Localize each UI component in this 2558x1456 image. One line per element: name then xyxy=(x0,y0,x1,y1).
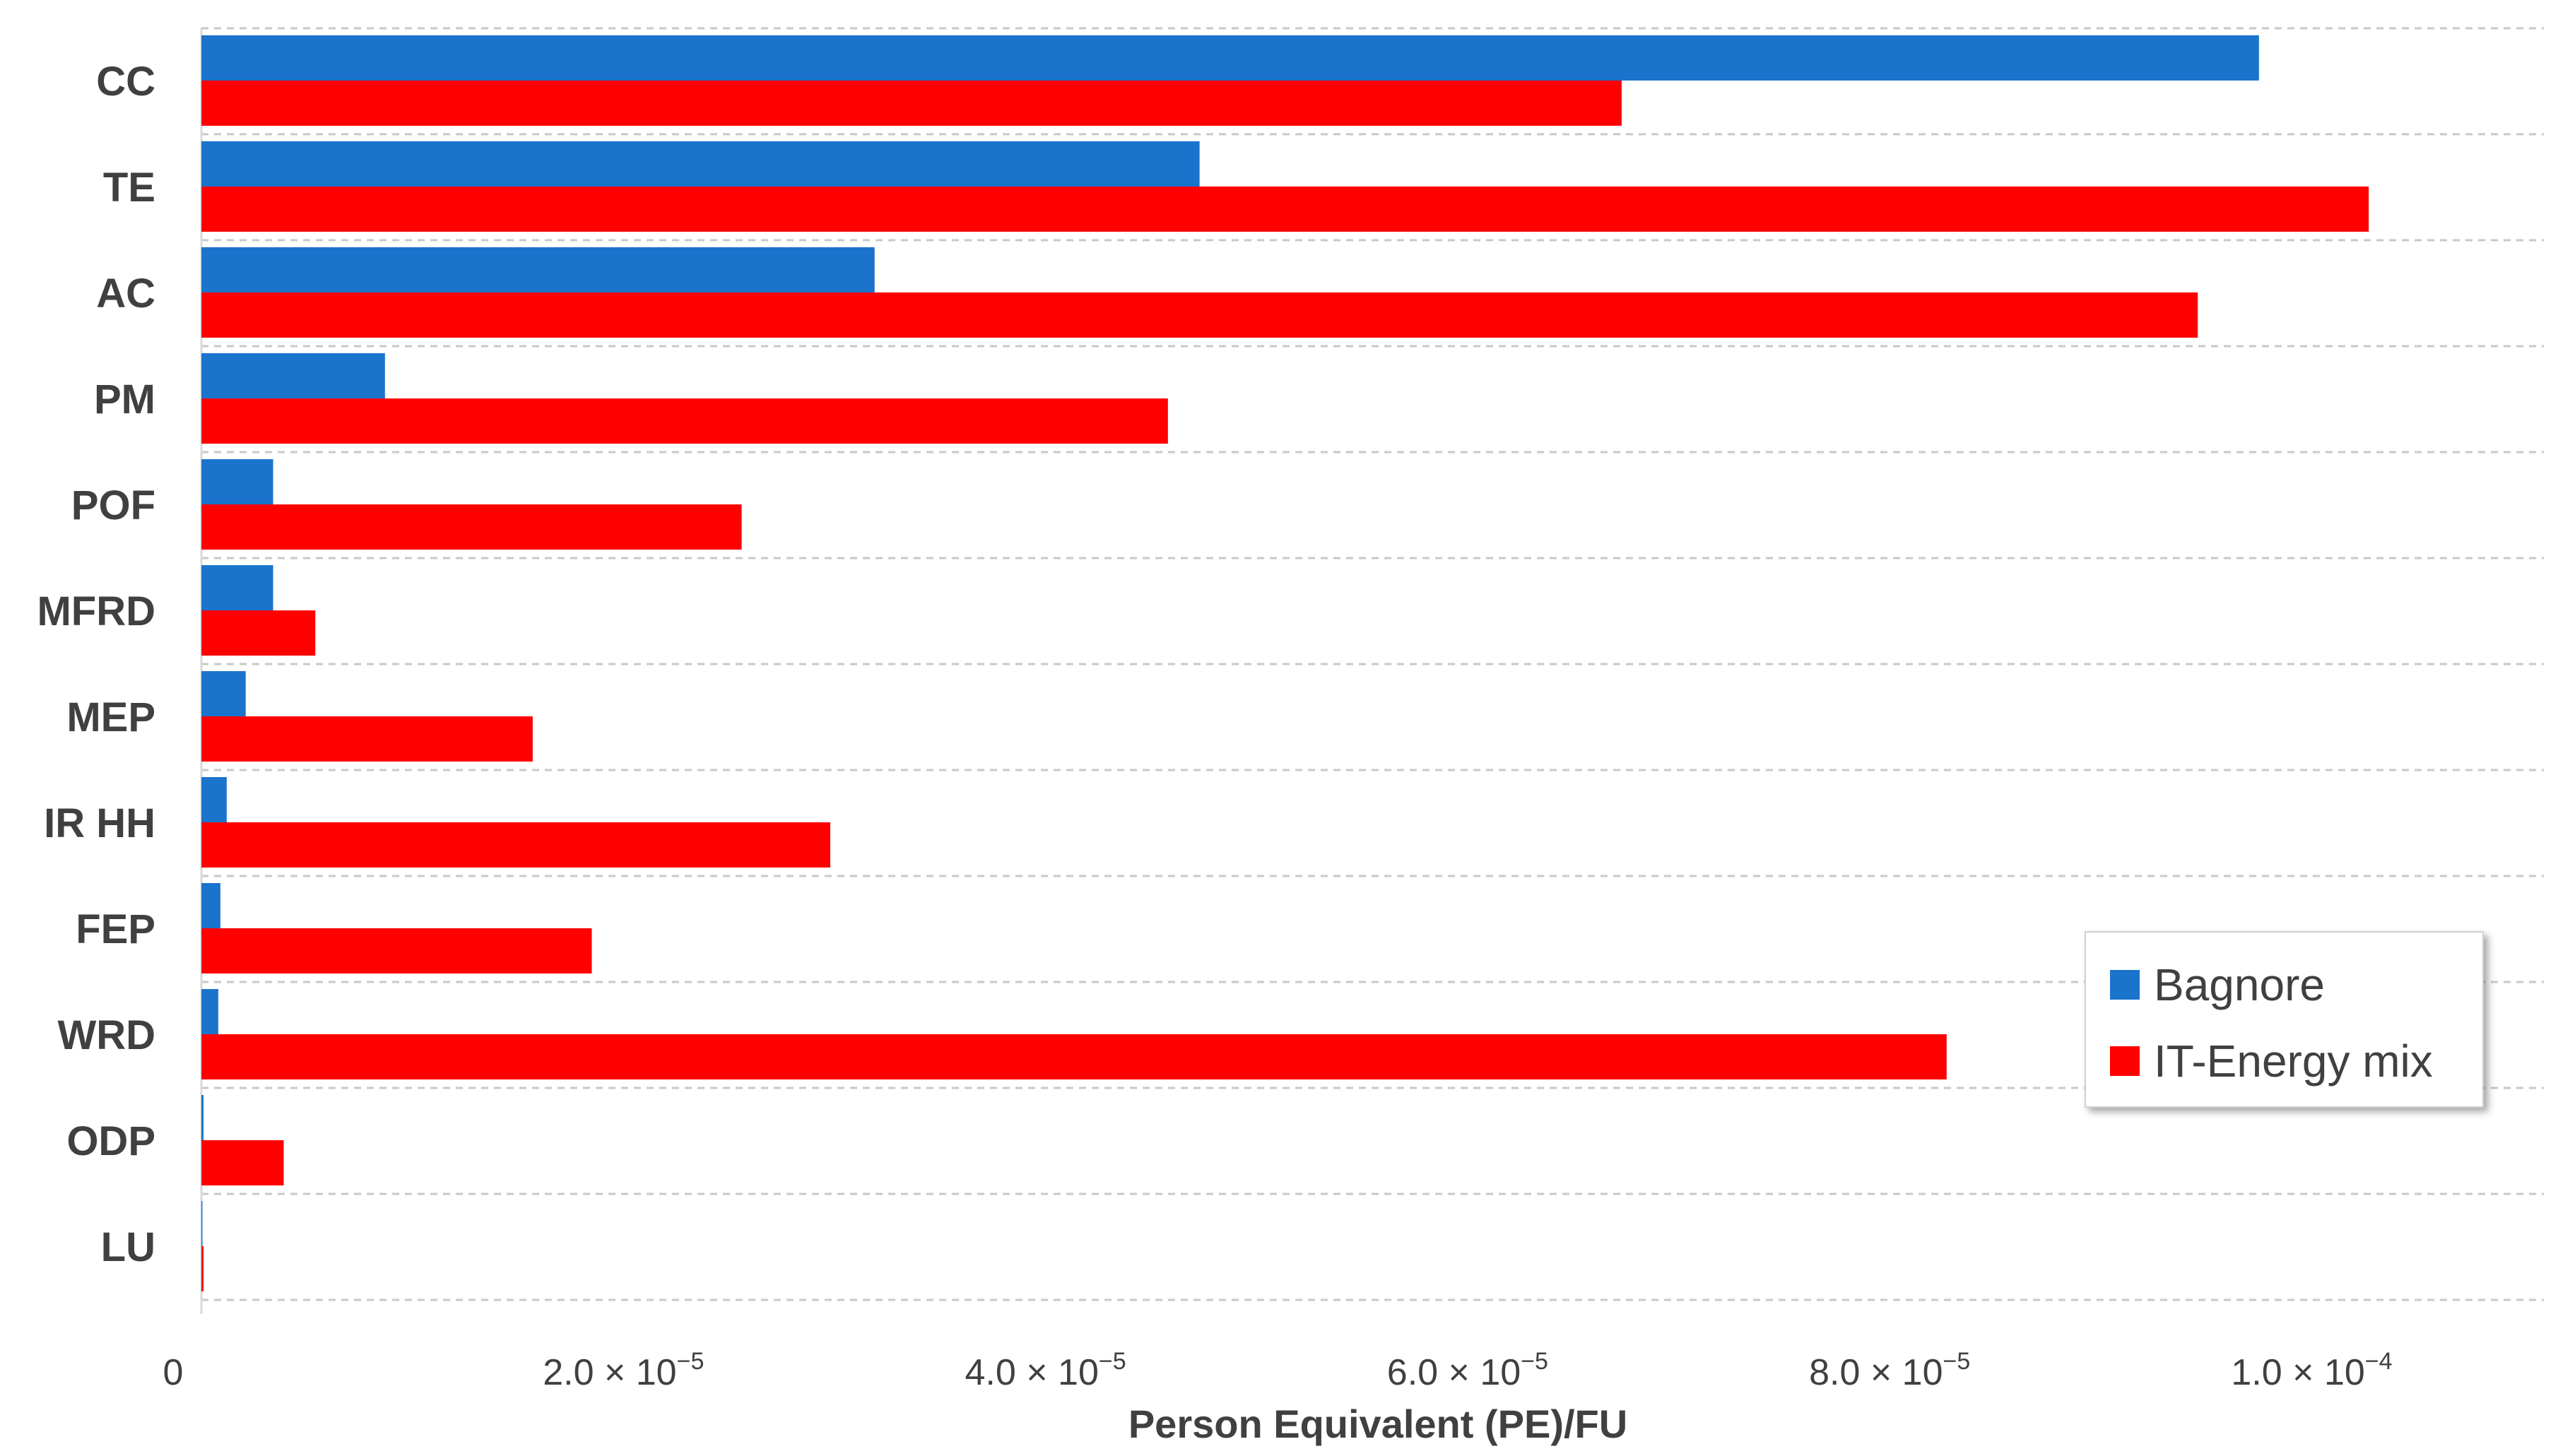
bar-bagnore-pm xyxy=(201,353,385,398)
x-axis-title: Person Equivalent (PE)/FU xyxy=(1128,1402,1627,1446)
bar-it-energy-mix-lu xyxy=(201,1246,204,1291)
bar-it-energy-mix-fep xyxy=(201,928,592,973)
category-label-odp: ODP xyxy=(66,1118,155,1164)
legend-label-bagnore: Bagnore xyxy=(2154,959,2325,1010)
legend: Bagnore IT-Energy mix xyxy=(2085,931,2484,1108)
x-tick-label: 4.0 × 10−5 xyxy=(965,1348,1126,1393)
bar-bagnore-wrd xyxy=(201,989,218,1034)
bar-bagnore-mfrd xyxy=(201,565,273,610)
bar-it-energy-mix-cc xyxy=(201,81,1622,126)
bar-bagnore-pof xyxy=(201,459,273,504)
x-tick-label: 6.0 × 10−5 xyxy=(1387,1348,1548,1393)
x-tick-label: 1.0 × 10−4 xyxy=(2231,1348,2392,1393)
category-label-ac: AC xyxy=(96,271,155,316)
bar-it-energy-mix-odp xyxy=(201,1140,284,1185)
bar-it-energy-mix-ir-hh xyxy=(201,822,830,868)
bar-it-energy-mix-te xyxy=(201,187,2369,232)
category-label-pm: PM xyxy=(94,377,155,422)
bar-it-energy-mix-ac xyxy=(201,292,2198,338)
bars xyxy=(201,35,2369,1291)
bar-bagnore-lu xyxy=(201,1201,203,1246)
bar-it-energy-mix-pm xyxy=(201,398,1168,444)
gridlines xyxy=(200,27,2544,1314)
x-tick-label: 2.0 × 10−5 xyxy=(543,1348,704,1393)
bar-bagnore-odp xyxy=(201,1095,204,1140)
category-label-mfrd: MFRD xyxy=(37,588,155,634)
category-label-pof: POF xyxy=(71,483,155,528)
bar-bagnore-mep xyxy=(201,671,246,716)
x-tick-label: 0 xyxy=(163,1352,184,1393)
legend-label-it-energy-mix: IT-Energy mix xyxy=(2154,1036,2433,1087)
legend-swatch-it-energy-mix xyxy=(2110,1046,2140,1076)
x-tick-labels: 0 2.0 × 10−5 4.0 × 10−5 6.0 × 10−5 8.0 × 10−… xyxy=(163,1348,2393,1393)
category-label-mep: MEP xyxy=(66,694,155,740)
bar-it-energy-mix-pof xyxy=(201,504,742,550)
bar-bagnore-ir-hh xyxy=(201,777,227,822)
legend-item-bagnore: Bagnore xyxy=(2110,947,2482,1023)
category-label-lu: LU xyxy=(101,1224,155,1270)
category-label-cc: CC xyxy=(96,59,155,105)
category-label-wrd: WRD xyxy=(57,1012,155,1058)
category-labels: CC TE AC PM POF MFRD MEP IR HH FEP WRD ODP LU xyxy=(37,59,155,1270)
bar-it-energy-mix-mfrd xyxy=(201,610,316,656)
x-tick-label: 8.0 × 10−5 xyxy=(1809,1348,1970,1393)
category-label-fep: FEP xyxy=(76,906,155,952)
legend-item-it-energy-mix: IT-Energy mix xyxy=(2110,1023,2482,1099)
bar-bagnore-cc xyxy=(201,35,2259,81)
category-label-te: TE xyxy=(103,165,155,211)
bar-it-energy-mix-wrd xyxy=(201,1034,1947,1079)
bar-bagnore-ac xyxy=(201,247,875,292)
bar-it-energy-mix-mep xyxy=(201,716,533,762)
category-label-ir-hh: IR HH xyxy=(44,800,155,846)
bar-bagnore-fep xyxy=(201,883,220,928)
bar-bagnore-te xyxy=(201,141,1200,187)
legend-swatch-bagnore xyxy=(2110,970,2140,1000)
